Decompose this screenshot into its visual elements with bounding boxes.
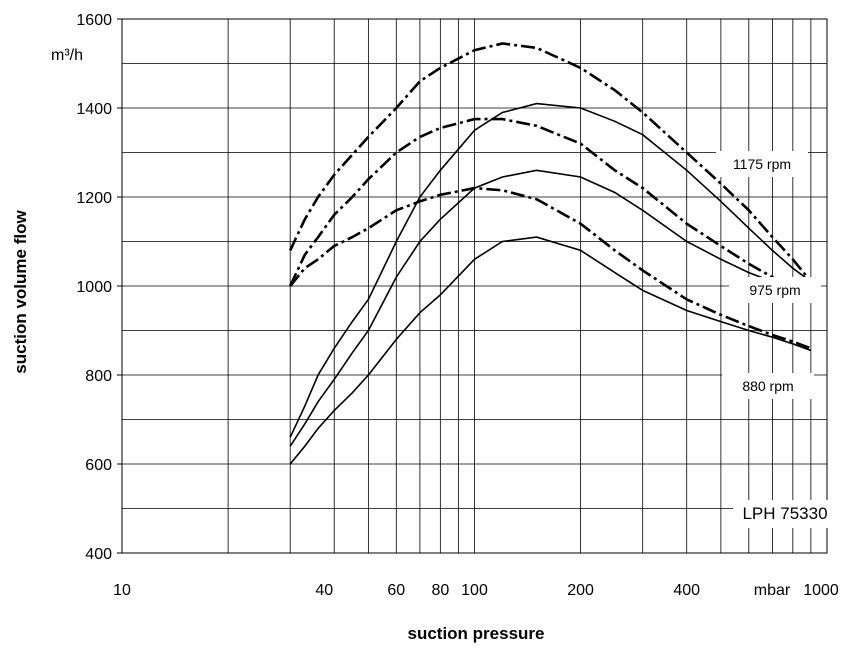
- y-axis-title: suction volume flow: [11, 210, 30, 374]
- x-tick-label: 80: [431, 582, 449, 599]
- y-tick-label: 400: [85, 546, 112, 563]
- rpm-label-880: 880 rpm: [742, 378, 793, 394]
- y-unit-label: m³/h: [51, 47, 83, 64]
- x-axis-title: suction pressure: [408, 624, 545, 643]
- y-tick-label: 1000: [76, 279, 112, 296]
- series-line: [289, 42, 812, 283]
- model-label-box: [733, 500, 837, 528]
- labels: 400 600 800 1000 1200 1400 1600 10 40 60 80 100 200 4…: [11, 12, 839, 643]
- y-tick-label: 1200: [76, 190, 112, 207]
- x-tick-label: 40: [315, 582, 333, 599]
- x-tick-label: 10: [113, 582, 131, 599]
- y-tick-label: 800: [85, 368, 112, 385]
- x-tick-label: 60: [387, 582, 405, 599]
- x-unit-label: mbar: [754, 582, 791, 599]
- rpm-label-1175: 1175 rpm: [733, 156, 791, 172]
- y-tick-label: 600: [85, 457, 112, 474]
- x-tick-label: 1000: [803, 582, 839, 599]
- x-tick-label: 400: [673, 582, 700, 599]
- x-tick-label: 100: [461, 582, 488, 599]
- x-tick-label: 200: [567, 582, 594, 599]
- series-group: [289, 42, 812, 465]
- rpm-label-975-box: [729, 277, 821, 303]
- y-tick-label: 1600: [76, 12, 112, 29]
- rpm-label-1175-box: [716, 151, 808, 177]
- rpm-label-975: 975 rpm: [749, 282, 800, 298]
- series-line: [289, 117, 812, 303]
- series-line: [289, 169, 812, 447]
- model-label: LPH 75330: [742, 504, 827, 523]
- plot-frame: [121, 18, 828, 554]
- rpm-label-880-box: [722, 373, 814, 399]
- y-tick-label: 1400: [76, 101, 112, 118]
- series-line: [289, 102, 812, 438]
- series-line: [289, 236, 812, 465]
